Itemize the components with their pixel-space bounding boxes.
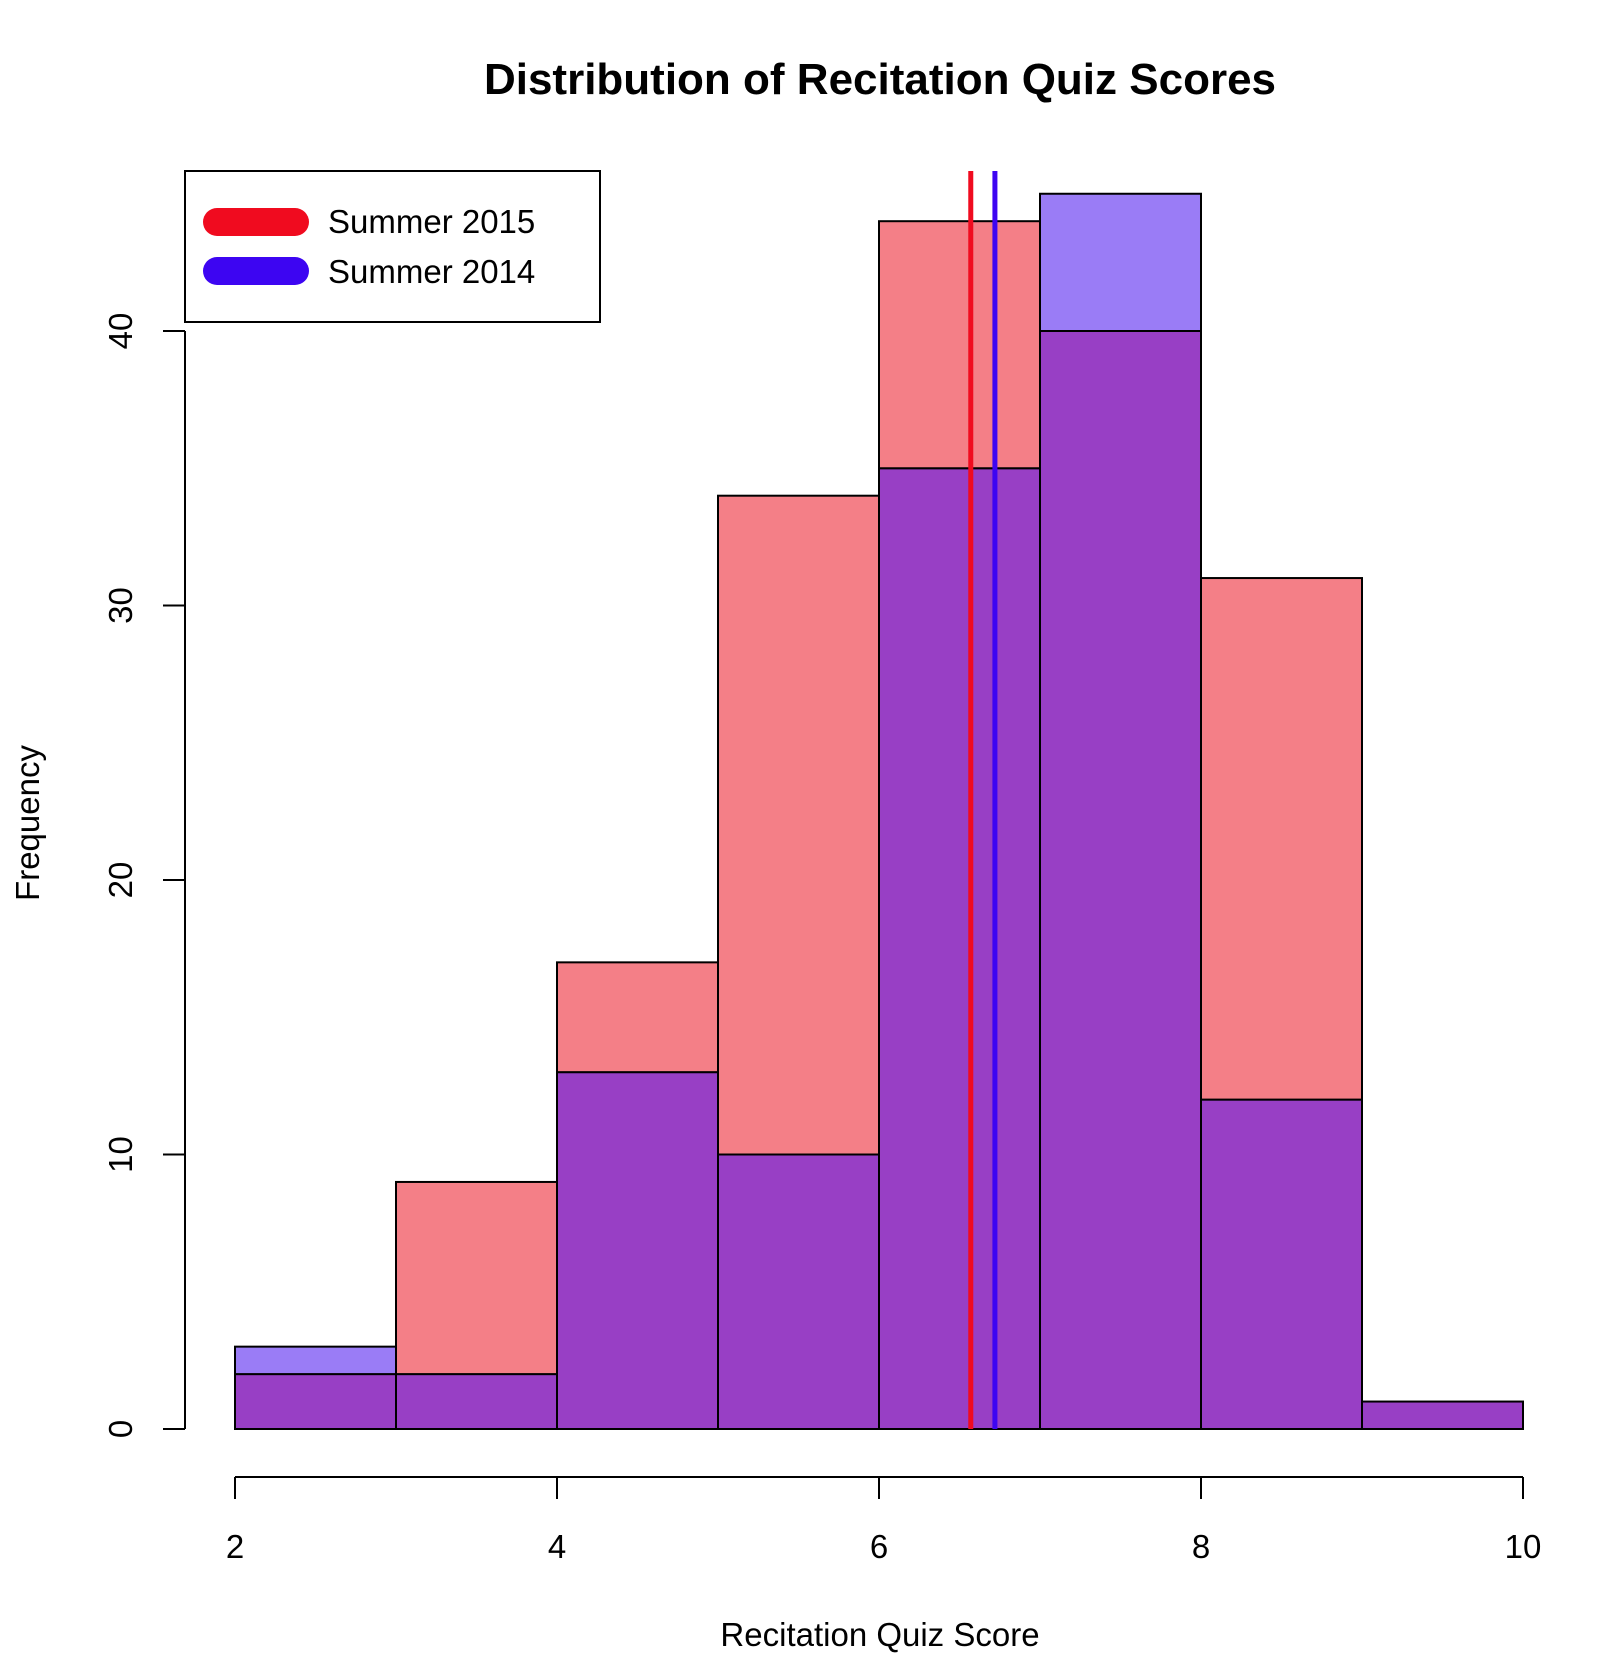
legend-label-summer-2015: Summer 2015 [328, 203, 535, 240]
x-tick-label-2: 2 [226, 1528, 244, 1565]
bar-overlap-bin-5-6 [717, 1153, 880, 1430]
x-tick-label-8: 8 [1192, 1528, 1210, 1565]
bar-overlap-bin-3-4 [395, 1373, 558, 1430]
y-tick-label-30: 30 [102, 587, 139, 624]
bar-summer-2015-excess-bin-8-9 [1200, 577, 1363, 1101]
y-axis-label: Frequency [9, 745, 46, 901]
x-axis-label: Recitation Quiz Score [720, 1616, 1039, 1653]
y-tick-label-40: 40 [102, 313, 139, 350]
y-axis: 0 10 20 30 40 [102, 313, 186, 1438]
chart-title: Distribution of Recitation Quiz Scores [484, 55, 1276, 104]
y-tick-label-20: 20 [102, 862, 139, 899]
x-tick-label-4: 4 [548, 1528, 566, 1565]
x-axis: 2 4 6 8 10 [226, 1476, 1542, 1565]
bar-overlap-bin-6-7 [878, 467, 1041, 1430]
x-tick-label-6: 6 [870, 1528, 888, 1565]
histogram-bars [234, 192, 1524, 1431]
bar-summer-2014-excess-bin-7-8 [1039, 192, 1202, 332]
bar-overlap-bin-9-10 [1361, 1400, 1524, 1431]
legend-box [184, 170, 601, 323]
bar-summer-2015-excess-bin-6-7 [878, 220, 1041, 470]
bar-summer-2015-excess-bin-4-5 [556, 961, 719, 1074]
bar-overlap-bin-7-8 [1039, 330, 1202, 1430]
y-tick-label-10: 10 [102, 1136, 139, 1173]
legend-label-summer-2014: Summer 2014 [328, 253, 535, 290]
bar-summer-2015-excess-bin-5-6 [717, 494, 880, 1156]
bar-overlap-bin-2-3 [234, 1373, 397, 1430]
bar-summer-2015-excess-bin-3-4 [395, 1180, 558, 1376]
y-tick-label-0: 0 [102, 1420, 139, 1438]
bar-summer-2014-excess-bin-2-3 [234, 1345, 397, 1376]
legend: Summer 2015 Summer 2014 [184, 170, 601, 323]
bar-overlap-bin-4-5 [556, 1071, 719, 1431]
x-tick-label-10: 10 [1505, 1528, 1542, 1565]
bar-overlap-bin-8-9 [1200, 1098, 1363, 1430]
mean-lines [968, 171, 998, 1429]
